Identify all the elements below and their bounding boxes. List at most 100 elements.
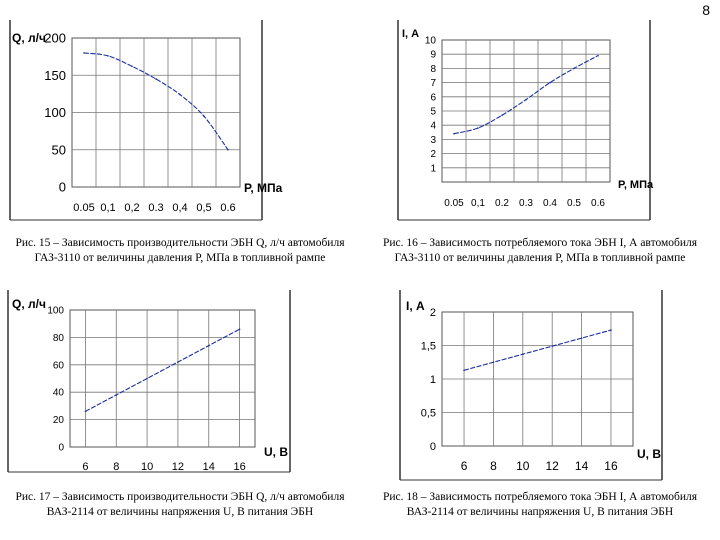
x-tick-label: 0.6 — [591, 198, 605, 209]
y-tick-label: 50 — [52, 142, 66, 157]
x-tick-label: 0.4 — [543, 198, 557, 209]
chart-fig18: 0 0,5 1 1,5 2 6 8 10 12 14 16 I, А U, В — [399, 290, 663, 481]
data-point — [492, 361, 495, 364]
data-point — [453, 132, 455, 135]
x-tick-label: 6 — [461, 459, 468, 473]
data-point — [131, 65, 133, 68]
data-point — [227, 148, 229, 151]
caption-fig16: Рис. 16 – Зависимость потребляемого тока… — [382, 237, 698, 264]
y-axis-label: Q, л/ч — [12, 31, 46, 45]
y-tick-label: 0 — [59, 180, 66, 195]
data-point — [551, 345, 553, 347]
x-axis-label: U, В — [637, 447, 661, 461]
x-tick-label: 10 — [141, 461, 153, 473]
x-tick-label: 12 — [172, 461, 184, 473]
data-point — [155, 78, 157, 80]
y-tick-label: 2 — [430, 307, 436, 319]
x-tick-label: 0,1 — [100, 202, 115, 214]
x-tick-label: 0.5 — [567, 198, 581, 209]
x-tick-label: 0.3 — [519, 198, 533, 209]
y-tick-label: 100 — [44, 105, 66, 120]
x-tick-label: 12 — [546, 459, 560, 473]
caption-fig17: Рис. 17 – Зависимость производительности… — [15, 491, 345, 518]
x-tick-label: 14 — [575, 459, 589, 473]
data-point — [207, 344, 210, 347]
y-tick-label: 100 — [47, 306, 64, 317]
page-number: 8 — [702, 2, 710, 18]
data-point — [580, 337, 583, 339]
x-tick-label: 0,5 — [196, 202, 211, 214]
x-tick-label: 0.2 — [495, 198, 509, 209]
series-line — [83, 52, 229, 151]
y-tick-label: 150 — [44, 68, 66, 83]
y-tick-label: 40 — [53, 388, 65, 399]
y-tick-label: 1 — [430, 374, 436, 386]
data-point — [522, 353, 524, 356]
y-tick-label: 60 — [53, 360, 65, 371]
x-tick-label: 8 — [490, 459, 497, 473]
x-tick-label: 0.3 — [148, 202, 163, 214]
x-axis-label: Р, МПа — [618, 179, 654, 191]
caption-fig18: Рис. 18 – Зависимость потребляемого тока… — [382, 491, 698, 518]
x-tick-label: 10 — [516, 459, 530, 473]
caption-fig15: Рис. 15 – Зависимость производительности… — [15, 237, 345, 264]
y-tick-label: 10 — [425, 36, 437, 47]
data-point — [203, 115, 205, 118]
y-tick-label: 2 — [430, 149, 436, 160]
data-point — [238, 328, 241, 330]
y-tick-label: 9 — [430, 50, 436, 61]
series-line — [453, 55, 599, 135]
x-tick-label: 6 — [82, 461, 88, 473]
y-tick-label: 80 — [53, 333, 65, 344]
y-tick-label: 6 — [430, 92, 436, 103]
y-tick-label: 5 — [430, 107, 436, 118]
y-tick-label: 0 — [430, 441, 436, 453]
data-point — [477, 127, 479, 129]
x-tick-label: 16 — [604, 459, 618, 473]
y-axis-label: I, А — [402, 28, 419, 40]
y-axis-label: Q, л/ч — [12, 297, 46, 311]
series-line — [463, 329, 612, 371]
x-tick-label: 0,4 — [172, 202, 187, 214]
chart-fig16: 1 2 3 4 5 6 7 8 9 10 0.05 0,1 0.2 0.3 0.4 0.5 0.6 I, А Р, … — [397, 20, 654, 221]
y-tick-label: 0,5 — [421, 407, 436, 419]
x-axis-label: U, В — [264, 445, 288, 459]
y-tick-label: 200 — [44, 31, 66, 46]
y-tick-label: 0 — [58, 443, 64, 454]
y-tick-label: 7 — [430, 78, 436, 89]
data-point — [177, 361, 179, 363]
x-tick-label: 0.05 — [444, 198, 464, 209]
y-tick-label: 20 — [53, 415, 65, 426]
x-tick-label: 16 — [233, 461, 245, 473]
data-point — [146, 377, 148, 380]
x-tick-label: 0,2 — [124, 202, 139, 214]
data-point — [84, 410, 87, 413]
series-line — [85, 328, 240, 412]
data-point — [179, 93, 181, 96]
data-point — [525, 98, 527, 101]
y-axis-label: I, А — [406, 299, 425, 313]
x-tick-label: 8 — [113, 461, 119, 473]
data-point — [115, 394, 118, 396]
y-tick-label: 1,5 — [421, 340, 436, 352]
y-tick-label: 3 — [430, 135, 436, 146]
chart-fig17: 0 20 40 60 80 100 6 8 10 12 14 16 Q, л/ч U, В — [7, 290, 291, 473]
plot-area — [69, 309, 256, 448]
y-tick-label: 8 — [430, 64, 436, 75]
x-axis-label: Р, МПа — [244, 181, 283, 195]
data-point — [597, 54, 599, 57]
data-point — [463, 369, 465, 372]
x-tick-label: 0.6 — [220, 202, 235, 214]
data-point — [83, 52, 85, 54]
x-tick-label: 14 — [203, 461, 215, 473]
data-point — [610, 329, 612, 331]
data-point — [107, 55, 109, 57]
y-tick-label: 4 — [430, 121, 436, 132]
x-tick-label: 0,1 — [471, 198, 485, 209]
data-point — [573, 67, 575, 70]
data-point — [549, 81, 551, 84]
y-tick-label: 1 — [430, 163, 436, 174]
x-tick-label: 0.05 — [73, 202, 94, 214]
data-point — [501, 114, 503, 117]
chart-fig15: 0 50 100 150 200 0.05 0,1 0,2 0.3 0,4 0,5 0.6 Q, л/ч… — [9, 20, 283, 221]
